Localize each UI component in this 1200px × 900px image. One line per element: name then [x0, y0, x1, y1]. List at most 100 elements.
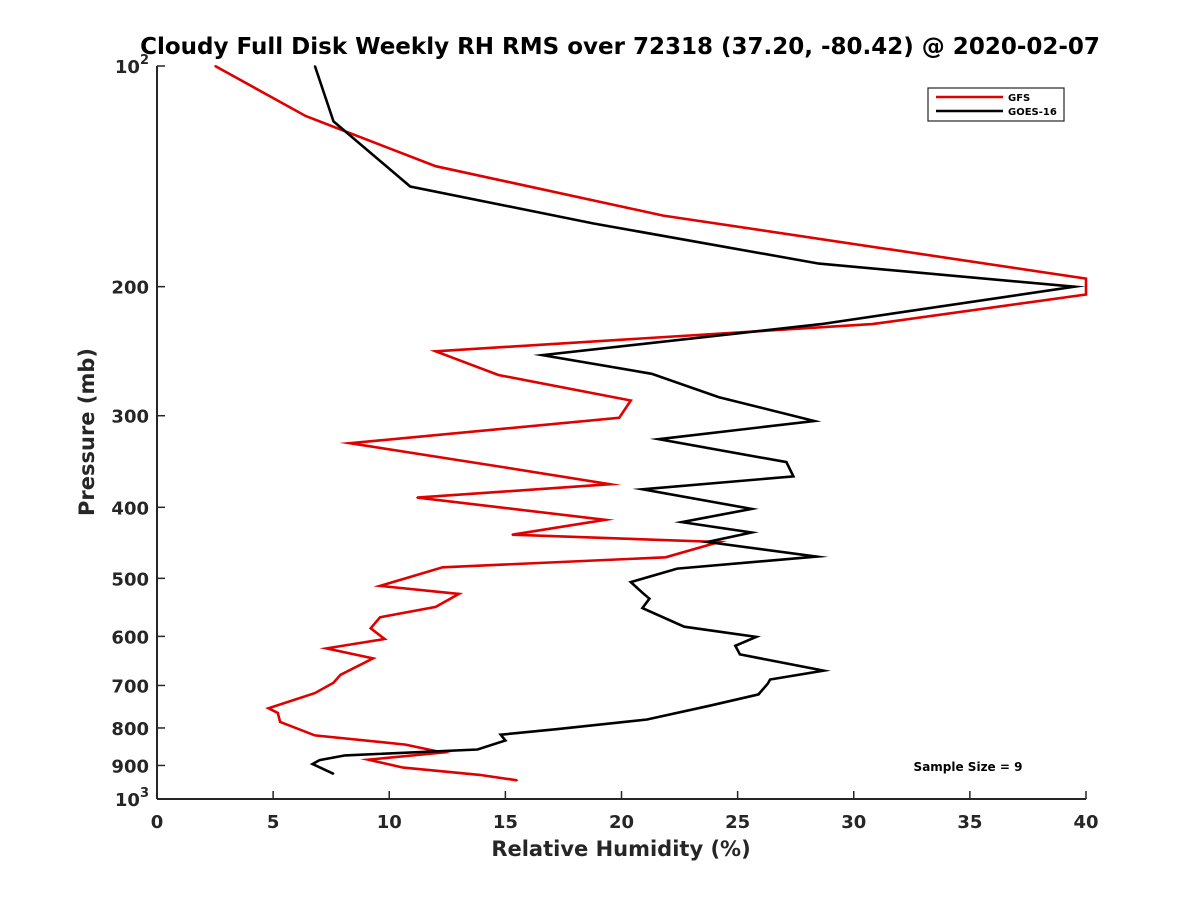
legend-label-gfs: GFS — [1008, 93, 1030, 104]
data-point-gfs-24 — [369, 627, 372, 630]
data-point-goes16-3 — [592, 222, 595, 225]
data-point-gfs-11 — [348, 442, 351, 445]
data-point-gfs-37 — [367, 758, 370, 761]
data-point-gfs-21 — [458, 593, 460, 595]
data-point-gfs-30 — [314, 692, 316, 694]
data-point-gfs-6 — [871, 323, 874, 325]
x-tick-label: 15 — [493, 812, 518, 833]
data-point-gfs-3 — [662, 214, 665, 217]
data-point-gfs-14 — [416, 496, 418, 499]
data-point-goes16-0 — [314, 65, 316, 67]
data-point-gfs-5 — [1085, 293, 1087, 296]
data-point-goes16-36 — [499, 733, 502, 736]
series-gfs — [214, 64, 1088, 782]
data-point-gfs-34 — [314, 734, 316, 737]
data-point-gfs-20 — [379, 585, 381, 587]
y-tick-label: 103 — [115, 786, 149, 811]
y-tick-label: 300 — [111, 407, 149, 428]
data-point-gfs-18 — [664, 556, 667, 559]
data-point-gfs-10 — [618, 416, 621, 419]
data-point-goes16-14 — [641, 488, 644, 491]
data-point-goes16-29 — [822, 669, 825, 672]
data-point-goes16-24 — [641, 607, 644, 609]
data-point-gfs-22 — [434, 606, 437, 608]
data-point-goes16-22 — [641, 591, 644, 594]
data-point-gfs-0 — [214, 65, 217, 67]
data-point-goes16-26 — [755, 636, 758, 638]
x-axis-label: Relative Humidity (%) — [491, 837, 750, 861]
data-point-goes16-38 — [476, 748, 479, 751]
x-tick-label: 0 — [151, 812, 164, 833]
legend-label-goes16: GOES-16 — [1008, 107, 1057, 118]
data-point-gfs-35 — [404, 743, 407, 746]
data-point-goes16-19 — [815, 555, 818, 558]
data-point-goes16-37 — [504, 739, 507, 742]
data-point-goes16-2 — [409, 185, 412, 188]
x-tick-label: 20 — [609, 812, 634, 833]
x-axis-ticks: 0 5 10 15 20 25 30 35 40 — [151, 791, 1099, 833]
data-point-gfs-7 — [434, 350, 437, 353]
data-point-gfs-16 — [511, 533, 514, 536]
data-point-gfs-32 — [276, 712, 279, 714]
data-point-goes16-9 — [718, 396, 720, 399]
data-point-goes16-31 — [766, 682, 769, 685]
x-tick-label: 5 — [267, 812, 280, 833]
data-point-gfs-13 — [609, 483, 611, 486]
data-point-gfs-12 — [504, 466, 507, 469]
data-point-gfs-1 — [304, 115, 307, 117]
data-point-gfs-26 — [325, 647, 328, 650]
data-point-gfs-19 — [441, 566, 444, 569]
data-point-goes16-6 — [820, 323, 823, 325]
data-point-goes16-17 — [750, 531, 753, 534]
data-point-goes16-20 — [676, 567, 679, 570]
data-point-goes16-39 — [344, 754, 346, 757]
data-point-goes16-13 — [792, 475, 795, 478]
data-point-gfs-27 — [372, 657, 374, 660]
data-point-gfs-9 — [629, 399, 632, 402]
y-tick-label: 500 — [111, 569, 149, 590]
chart-title: Cloudy Full Disk Weekly RH RMS over 7231… — [140, 34, 1100, 60]
y-tick-label: 700 — [111, 676, 149, 697]
x-tick-label: 25 — [725, 812, 750, 833]
data-point-goes16-41 — [311, 763, 314, 765]
data-point-goes16-25 — [683, 625, 686, 628]
data-point-goes16-42 — [332, 772, 335, 775]
series-layer — [214, 64, 1088, 782]
data-point-gfs-31 — [267, 707, 270, 710]
data-point-goes16-34 — [646, 718, 648, 721]
data-point-goes16-12 — [785, 461, 788, 463]
data-point-goes16-16 — [681, 521, 683, 523]
y-tick-label: 600 — [111, 627, 149, 648]
data-point-goes16-23 — [648, 597, 651, 600]
y-tick-label: 800 — [111, 719, 149, 740]
data-point-goes16-27 — [734, 644, 737, 647]
y-axis-label: Pressure (mb) — [75, 348, 99, 516]
data-point-gfs-8 — [497, 374, 500, 376]
data-point-gfs-23 — [379, 616, 381, 619]
data-point-goes16-28 — [739, 653, 741, 656]
data-point-gfs-33 — [279, 721, 281, 723]
data-point-goes16-8 — [650, 372, 653, 375]
x-tick-label: 40 — [1073, 812, 1098, 833]
data-point-gfs-4 — [1085, 277, 1087, 280]
data-point-goes16-40 — [318, 759, 321, 761]
data-point-gfs-25 — [383, 638, 386, 640]
data-point-goes16-18 — [706, 541, 709, 543]
data-point-gfs-28 — [339, 673, 342, 676]
data-point-goes16-1 — [332, 120, 335, 123]
y-tick-label: 900 — [111, 756, 149, 777]
data-point-gfs-40 — [516, 779, 518, 782]
data-point-gfs-38 — [402, 766, 405, 769]
data-point-goes16-5 — [1073, 285, 1076, 288]
series-goes16 — [309, 65, 1086, 775]
y-tick-label: 400 — [111, 498, 149, 519]
data-point-gfs-29 — [332, 681, 335, 684]
data-point-gfs-39 — [478, 774, 481, 776]
legend-box — [927, 87, 1065, 122]
data-point-goes16-7 — [541, 354, 544, 356]
data-point-goes16-10 — [813, 420, 816, 422]
y-axis-ticks: 102 200 300 400 500 600 700 800 900 103 — [111, 53, 165, 811]
y-tick-label: 102 — [115, 53, 149, 78]
